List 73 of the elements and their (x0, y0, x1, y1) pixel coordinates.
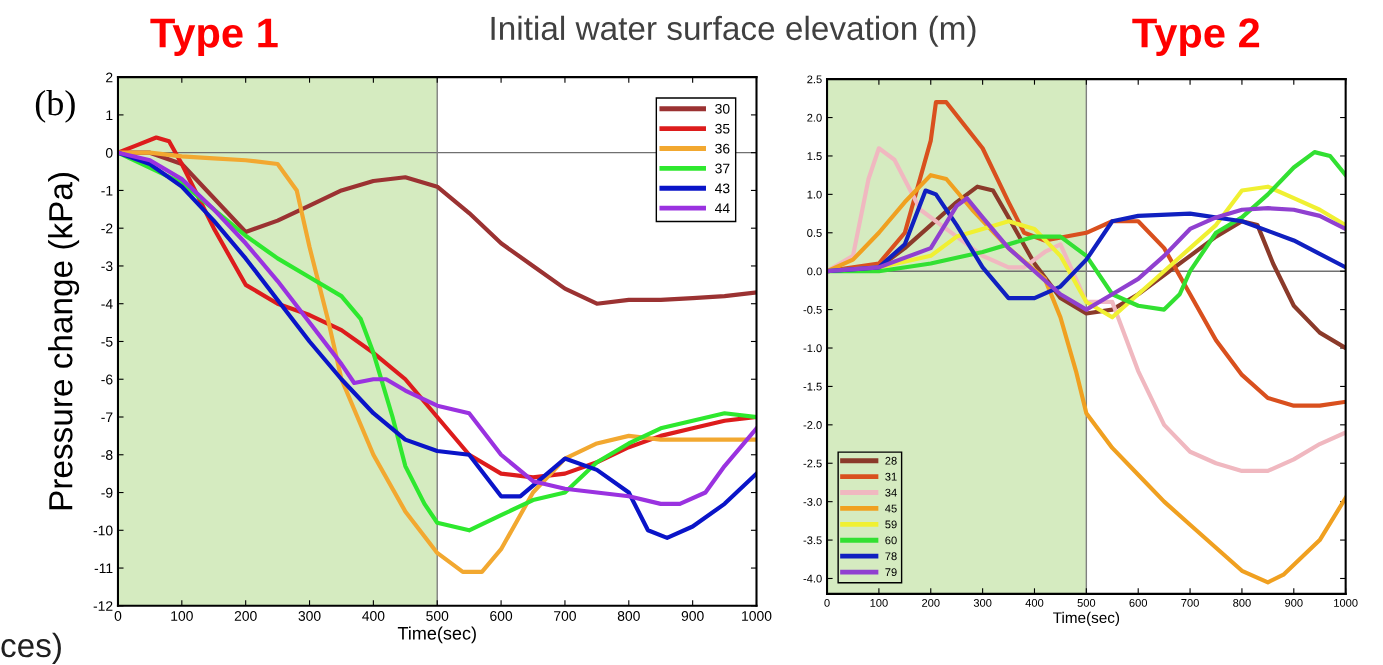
x-tick-label: 400 (1025, 599, 1044, 607)
text: Initial water surface elevation (m) (491, 15, 976, 47)
x-tick-label: 700 (1181, 599, 1199, 607)
y-tick-label: -2.5 (803, 459, 822, 468)
y-tick-label: -5 (101, 336, 113, 347)
legend-label: 30 (715, 103, 730, 114)
y-tick-label: -4.0 (803, 574, 822, 583)
y-tick-label: 1 (106, 110, 113, 120)
y-axis-title: Pressure change (kPa) (48, 173, 80, 510)
x-axis-title: Time(sec) (397, 626, 476, 644)
legend-label: 36 (715, 143, 730, 154)
legend-label: 79 (885, 568, 897, 577)
x-tick-label: 1000 (742, 611, 772, 621)
x-tick-label: 300 (973, 599, 992, 607)
y-tick-label: 0 (105, 148, 113, 158)
legend-label: 35 (715, 123, 730, 134)
legend-label: 59 (885, 520, 897, 529)
x-tick-label: 800 (1233, 599, 1251, 607)
legend-label: 45 (885, 504, 897, 513)
x-tick-label: 900 (681, 611, 704, 621)
y-tick-label: 0.5 (807, 229, 822, 237)
text: ces) (1, 632, 61, 664)
x-tick-label: 1000 (1334, 599, 1358, 607)
x-tick-label: 200 (234, 611, 257, 621)
x-tick-label: 500 (426, 611, 449, 621)
legend-label: 37 (715, 163, 730, 174)
x-tick-label: 700 (554, 611, 576, 621)
x-tick-label: 0 (824, 599, 830, 607)
x-tick-label: 600 (1129, 599, 1148, 607)
legend-label: 34 (885, 488, 897, 497)
y-tick-label: -3.5 (803, 536, 822, 545)
x-tick-label: 600 (490, 611, 513, 621)
x-tick-label: 100 (171, 611, 193, 621)
y-tick-label: -1 (101, 185, 113, 196)
y-tick-label: 1.5 (807, 152, 822, 161)
legend-label: 43 (714, 183, 730, 194)
y-tick-label: -10 (93, 525, 113, 536)
x-tick-label: 800 (617, 611, 640, 621)
legend-label: 44 (714, 203, 730, 214)
legend-label: 60 (885, 536, 897, 545)
y-tick-label: 2 (106, 72, 113, 83)
y-tick-label: -4 (101, 299, 113, 309)
y-tick-label: -9 (101, 487, 113, 498)
y-tick-label: -1.5 (803, 382, 822, 391)
x-axis-title: Time(sec) (1053, 611, 1120, 627)
y-tick-label: 1.0 (807, 190, 822, 199)
y-tick-label: -8 (101, 450, 113, 460)
legend-label: 31 (885, 472, 897, 481)
y-tick-label: -0.5 (803, 305, 822, 314)
y-tick-label: -12 (93, 601, 113, 611)
x-tick-label: 500 (1077, 599, 1096, 607)
x-tick-label: 0 (114, 611, 122, 621)
y-tick-label: -3.0 (803, 497, 822, 506)
legend-label: 78 (885, 552, 897, 561)
text: Type 1 (150, 18, 278, 56)
y-tick-label: -1.0 (803, 344, 822, 353)
y-tick-label: 2.0 (807, 113, 822, 122)
legend-label: 28 (885, 456, 897, 465)
y-tick-label: 0.0 (807, 267, 822, 276)
y-tick-label: -2.0 (803, 421, 822, 429)
x-tick-label: 300 (298, 611, 321, 621)
y-tick-label: -7 (101, 412, 113, 423)
y-tick-label: -11 (94, 563, 113, 574)
x-tick-label: 100 (870, 599, 888, 607)
text: Type 2 (1132, 18, 1260, 56)
x-tick-label: 200 (922, 599, 940, 607)
y-tick-label: -2 (101, 223, 113, 234)
text: (b) (35, 90, 75, 123)
x-tick-label: 900 (1285, 599, 1303, 607)
y-tick-label: 2.5 (807, 75, 822, 84)
y-tick-label: -3 (101, 261, 113, 272)
y-tick-label: -6 (101, 374, 113, 385)
x-tick-label: 400 (362, 611, 385, 621)
